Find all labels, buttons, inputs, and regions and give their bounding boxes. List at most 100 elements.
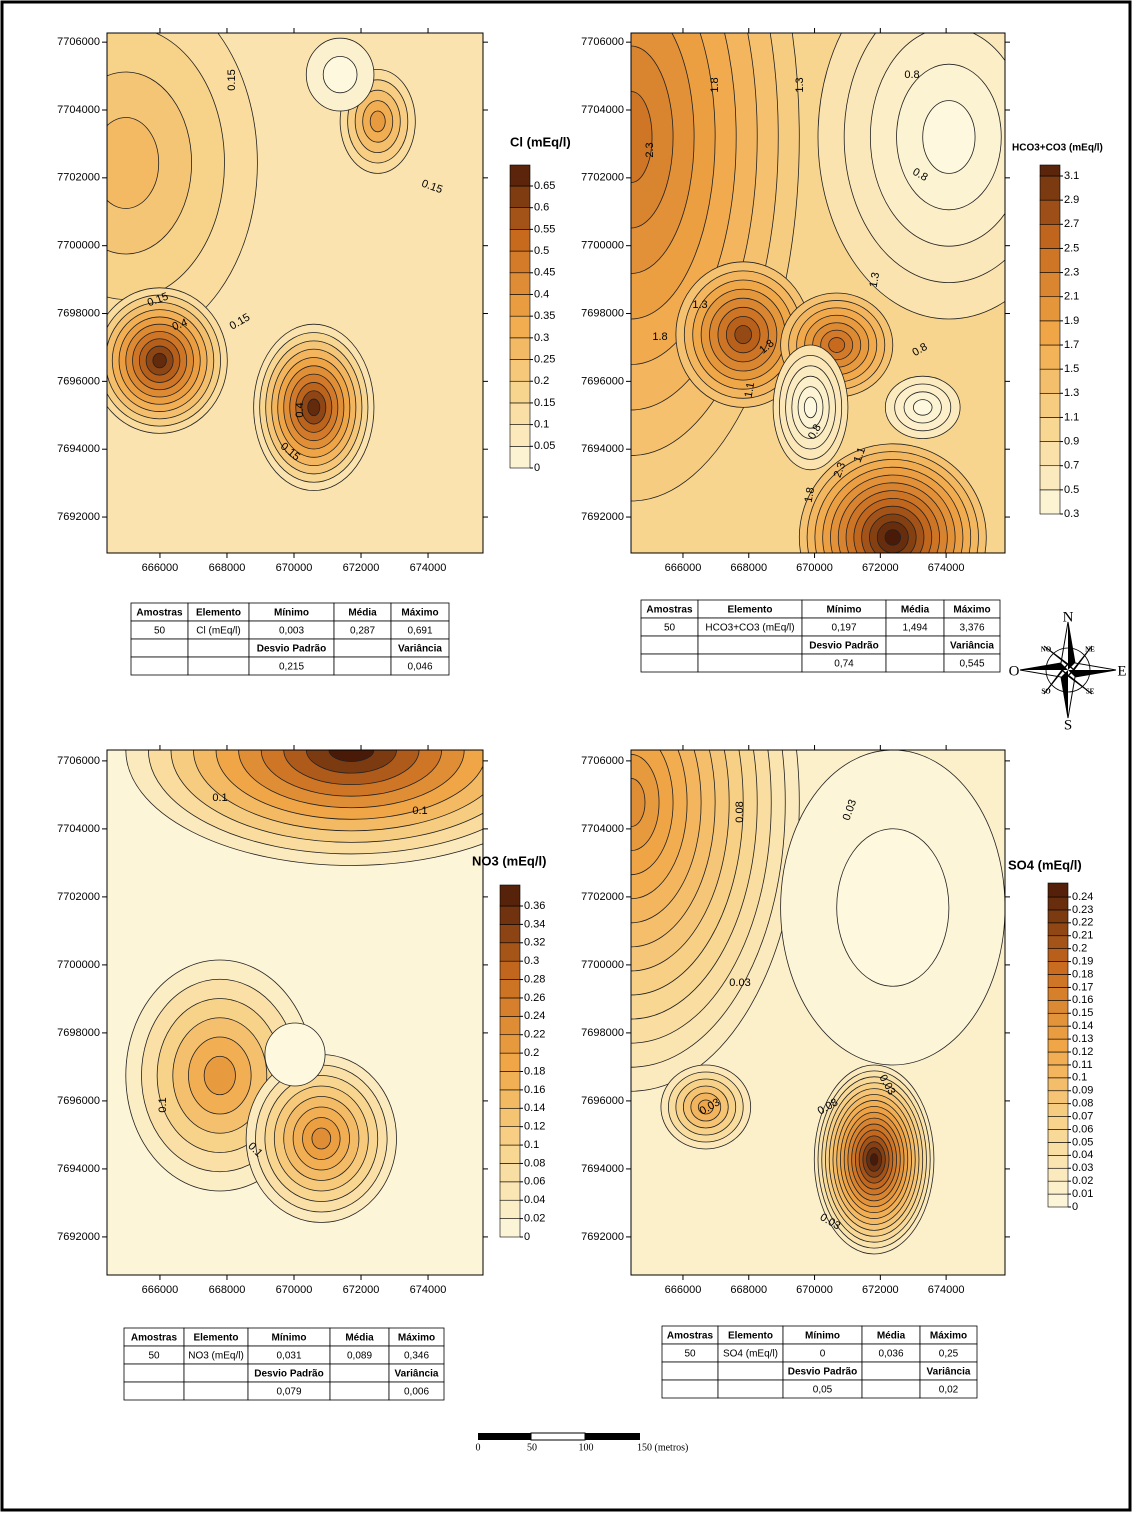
colorbar-cell bbox=[1039, 465, 1061, 491]
colorbar-cell bbox=[499, 1144, 521, 1164]
y-tick-label: 7694000 bbox=[581, 443, 624, 455]
table-text: 50 bbox=[154, 626, 166, 637]
contour-label: 1.1 bbox=[743, 381, 757, 398]
colorbar-label: 0.04 bbox=[524, 1194, 545, 1206]
x-tick-label: 668000 bbox=[209, 562, 246, 574]
table-text: Desvio Padrão bbox=[788, 1367, 857, 1378]
contour-line bbox=[803, 396, 818, 419]
colorbar-cell bbox=[499, 924, 521, 944]
colorbar-cell bbox=[499, 960, 521, 980]
colorbar-cell bbox=[1047, 935, 1069, 949]
compass-label: NO bbox=[1041, 646, 1052, 654]
colorbar-cell bbox=[1039, 489, 1061, 515]
colorbar-label: 0.2 bbox=[534, 375, 549, 387]
colorbar-cell bbox=[499, 1163, 521, 1183]
table-cell bbox=[717, 1379, 784, 1399]
contour-label: 0.08 bbox=[734, 801, 746, 822]
colorbar-cell bbox=[1047, 922, 1069, 937]
table-text: NO3 (mEq/l) bbox=[188, 1351, 244, 1362]
colorbar-cell bbox=[499, 1107, 521, 1127]
plot-frame bbox=[106, 32, 484, 554]
legend-title: Cl (mEq/l) bbox=[510, 134, 571, 149]
contour-line bbox=[369, 110, 386, 133]
table-text: Elemento bbox=[196, 608, 241, 619]
colorbar-label: 0.21 bbox=[1072, 930, 1093, 942]
colorbar-label: 0.05 bbox=[534, 440, 555, 452]
scale-segment bbox=[478, 1433, 531, 1440]
colorbar-cell bbox=[499, 1071, 521, 1091]
table-text: 0,05 bbox=[813, 1385, 833, 1396]
y-tick-label: 7702000 bbox=[581, 172, 624, 184]
compass-star bbox=[1068, 670, 1116, 677]
y-tick-label: 7700000 bbox=[581, 959, 624, 971]
colorbar-cell bbox=[1047, 882, 1069, 898]
table-cell bbox=[187, 656, 250, 676]
contour-line bbox=[912, 399, 933, 416]
colorbar-label: 0.1 bbox=[534, 419, 549, 431]
x-tick-label: 666000 bbox=[665, 1284, 702, 1296]
colorbar-label: 0.25 bbox=[534, 353, 555, 365]
table-text: 0,545 bbox=[959, 659, 984, 670]
colorbar-label: 0.09 bbox=[1072, 1085, 1093, 1097]
colorbar-label: 1.5 bbox=[1064, 363, 1079, 375]
table-text: Média bbox=[901, 605, 930, 616]
colorbar-cell bbox=[509, 424, 531, 447]
y-tick-label: 7704000 bbox=[57, 823, 100, 835]
colorbar-label: 0.07 bbox=[1072, 1110, 1093, 1122]
table-text: HCO3+CO3 (mEq/l) bbox=[705, 623, 794, 634]
contour-label: 0.1 bbox=[412, 805, 427, 817]
colorbar-label: 0.04 bbox=[1072, 1149, 1093, 1161]
colorbar-cell bbox=[509, 250, 531, 274]
table-cell bbox=[390, 656, 450, 676]
table-text: Variância bbox=[950, 641, 994, 652]
colorbar-cell bbox=[1047, 1155, 1069, 1169]
table-text: 0,74 bbox=[834, 659, 854, 670]
table-text: 0,287 bbox=[350, 626, 375, 637]
map-panel: 666000 668000 670000 672000 674000 7692000 769… bbox=[57, 28, 571, 676]
y-tick-label: 7694000 bbox=[581, 1163, 624, 1175]
colorbar-cell bbox=[509, 294, 531, 317]
table-cell bbox=[885, 653, 945, 673]
scale-label: 50 bbox=[527, 1442, 537, 1453]
table-cell bbox=[697, 653, 803, 673]
colorbar-cell bbox=[1047, 987, 1069, 1001]
colorbar-label: 0.22 bbox=[524, 1029, 545, 1041]
table-cell bbox=[943, 653, 1001, 673]
contour-label: 0.4 bbox=[171, 317, 189, 334]
y-tick-label: 7694000 bbox=[57, 1163, 100, 1175]
table-cell bbox=[130, 656, 189, 676]
table-cell bbox=[697, 635, 803, 655]
contour-label: 1.3 bbox=[692, 299, 707, 311]
table-text: Mínimo bbox=[274, 608, 309, 619]
table-text: Mínimo bbox=[272, 1333, 307, 1344]
table-text: 0,079 bbox=[276, 1387, 301, 1398]
x-tick-label: 672000 bbox=[343, 562, 380, 574]
colorbar-cell bbox=[1039, 223, 1061, 249]
colorbar-label: 0.55 bbox=[534, 223, 555, 235]
y-tick-label: 7692000 bbox=[581, 1231, 624, 1243]
colorbar-label: 0.65 bbox=[534, 180, 555, 192]
colorbar-label: 0.14 bbox=[524, 1102, 545, 1114]
table-text: Amostras bbox=[131, 1333, 178, 1344]
table-text: 0,215 bbox=[279, 662, 304, 673]
compass-label: NE bbox=[1085, 646, 1095, 654]
compass-star bbox=[1043, 645, 1075, 671]
colorbar-cell bbox=[1047, 1090, 1069, 1104]
colorbar-label: 0.18 bbox=[524, 1065, 545, 1077]
colorbar-label: 3.1 bbox=[1064, 170, 1079, 182]
colorbar-label: 0.45 bbox=[534, 267, 555, 279]
table-text: 0,02 bbox=[939, 1385, 959, 1396]
table-cell bbox=[640, 653, 699, 673]
colorbar-cell bbox=[1039, 164, 1061, 177]
table-text: 0,25 bbox=[939, 1349, 959, 1360]
legend-title: SO4 (mEq/l) bbox=[1008, 857, 1082, 872]
colorbar-label: 1.7 bbox=[1064, 339, 1079, 351]
x-tick-label: 670000 bbox=[796, 1284, 833, 1296]
table-text: SO4 (mEq/l) bbox=[723, 1349, 778, 1360]
colorbar-cell bbox=[1047, 896, 1069, 911]
colorbar-label: 0.12 bbox=[524, 1121, 545, 1133]
y-tick-label: 7698000 bbox=[581, 307, 624, 319]
contour-line bbox=[311, 1127, 332, 1150]
table-text: 0,197 bbox=[831, 623, 856, 634]
